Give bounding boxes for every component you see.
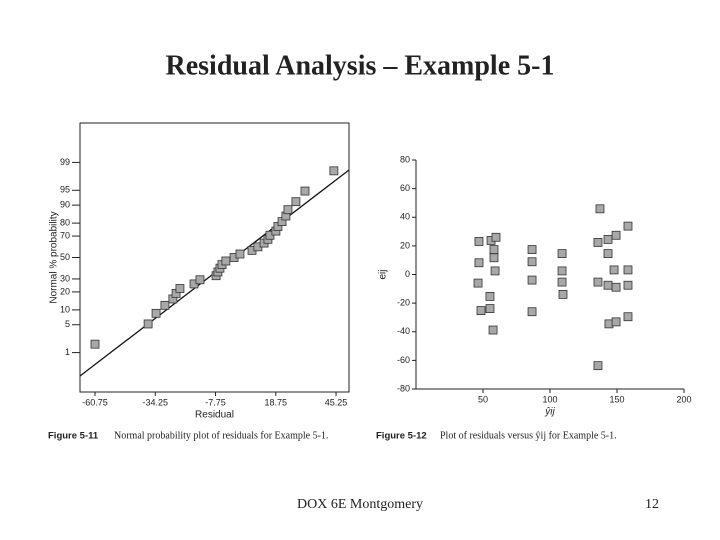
y-tick-label: 70 <box>60 230 70 240</box>
data-point <box>291 197 301 207</box>
data-point <box>593 277 603 287</box>
data-point <box>623 221 633 231</box>
slide-title: Residual Analysis – Example 5-1 <box>166 50 555 81</box>
data-point <box>603 249 613 259</box>
x-tick-label: 200 <box>676 394 691 404</box>
y-axis-label: eij <box>378 269 389 279</box>
y-tick-label: -80 <box>397 383 410 393</box>
data-point <box>283 205 293 215</box>
data-point <box>609 265 619 275</box>
y-tick-label: 10 <box>60 304 70 314</box>
y-tick-label: 95 <box>60 185 70 195</box>
caption-label: Figure 5-11 <box>48 431 99 442</box>
data-point <box>611 230 621 240</box>
y-tick-label: 5 <box>65 319 70 329</box>
data-point <box>595 204 605 214</box>
x-tick-label: 45.25 <box>325 397 348 407</box>
data-point <box>603 280 613 290</box>
data-point <box>527 307 537 317</box>
data-point <box>557 266 567 276</box>
data-point <box>195 275 205 285</box>
data-point <box>623 265 633 275</box>
data-point <box>485 291 495 301</box>
caption-text: Normal probability plot of residuals for… <box>114 430 328 441</box>
data-point <box>558 289 568 299</box>
x-tick-label: -60.75 <box>82 397 108 407</box>
data-point <box>527 245 537 254</box>
caption-text: Plot of residuals versus ŷij for Example… <box>440 430 617 441</box>
y-tick-label: 40 <box>400 212 410 222</box>
data-point <box>474 237 484 246</box>
data-point <box>527 275 537 285</box>
data-point <box>557 277 567 287</box>
page-number: 12 <box>645 497 659 512</box>
y-tick-label: 0 <box>405 269 410 279</box>
data-point <box>221 256 231 266</box>
y-tick-label: -20 <box>397 298 410 308</box>
x-tick-label: -34.25 <box>142 397 168 407</box>
data-point <box>143 319 153 329</box>
y-tick-label: 99 <box>60 157 70 167</box>
x-tick-label: 100 <box>542 394 557 404</box>
data-point <box>474 258 484 268</box>
y-tick-label: -40 <box>397 326 410 336</box>
y-tick-label: 20 <box>400 240 410 250</box>
y-tick-label: -60 <box>397 355 410 365</box>
data-point <box>593 361 603 371</box>
y-tick-label: 60 <box>400 183 410 193</box>
x-axis-label: ŷij <box>544 407 555 418</box>
x-tick-label: -7.75 <box>205 397 226 407</box>
x-axis-label: Residual <box>195 410 234 421</box>
data-point <box>623 312 633 322</box>
data-point <box>151 308 161 318</box>
data-point <box>489 245 499 254</box>
y-tick-label: 20 <box>60 286 70 296</box>
data-point <box>611 317 621 327</box>
data-point <box>329 166 339 176</box>
y-tick-label: 30 <box>60 273 70 283</box>
data-point <box>473 278 483 288</box>
data-point <box>300 186 310 196</box>
x-tick-label: 150 <box>609 394 624 404</box>
data-point <box>603 235 613 244</box>
x-tick-label: 50 <box>478 394 488 404</box>
plot-frame <box>79 122 350 393</box>
data-point <box>490 266 500 276</box>
data-point <box>491 232 501 242</box>
data-point <box>557 249 567 259</box>
data-point <box>485 304 495 313</box>
data-point <box>488 325 498 335</box>
y-tick-label: 50 <box>60 252 70 262</box>
data-point <box>90 339 100 349</box>
data-point <box>160 300 170 310</box>
data-point <box>527 257 537 267</box>
data-point <box>489 253 499 263</box>
data-point <box>611 282 621 292</box>
y-tick-label: 80 <box>400 154 410 164</box>
x-tick-label: 18.75 <box>265 397 288 407</box>
caption-label: Figure 5-12 <box>376 431 427 442</box>
data-point <box>175 284 185 293</box>
data-point <box>235 249 245 259</box>
data-point <box>623 280 633 290</box>
y-axis-label: Normal % probability <box>49 211 60 303</box>
data-point <box>593 238 603 247</box>
y-tick-label: 80 <box>60 217 70 227</box>
y-tick-label: 90 <box>60 199 70 209</box>
footer-text: DOX 6E Montgomery <box>297 497 423 512</box>
y-tick-label: 1 <box>65 347 70 357</box>
data-point <box>476 306 486 315</box>
